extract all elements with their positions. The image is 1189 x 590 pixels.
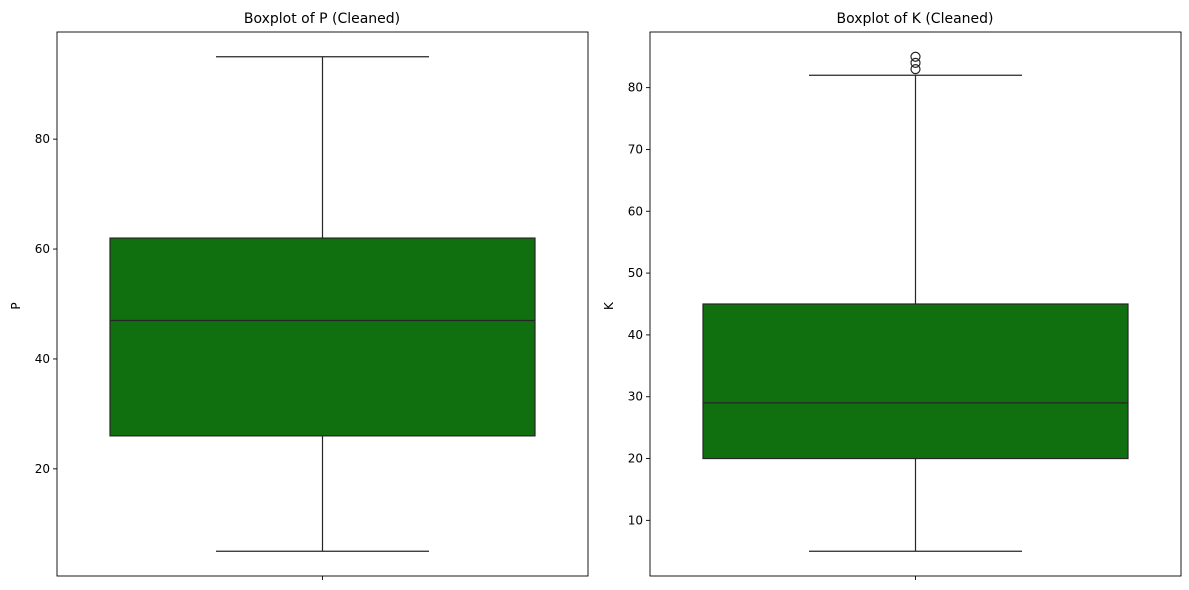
y-tick-label: 60 — [35, 242, 50, 256]
y-tick-label: 60 — [628, 204, 643, 218]
y-tick-label: 80 — [35, 132, 50, 146]
y-tick-label: 40 — [628, 328, 643, 342]
y-tick-label: 20 — [35, 462, 50, 476]
chart-title: Boxplot of P (Cleaned) — [244, 11, 400, 27]
y-axis-label: P — [9, 302, 23, 309]
chart-title: Boxplot of K (Cleaned) — [836, 11, 993, 27]
iqr-box — [109, 237, 536, 437]
y-tick-label: 70 — [628, 142, 643, 156]
outlier-point — [910, 57, 921, 69]
outlier-point — [910, 63, 921, 75]
iqr-box — [702, 303, 1129, 460]
y-axis-label: K — [602, 301, 616, 310]
plot-area: 10 20 30 40 50 60 70 80 — [628, 31, 1182, 580]
plot-area: 20 40 60 80 — [35, 31, 589, 580]
y-tick-label: 80 — [628, 81, 643, 95]
y-tick-label: 30 — [628, 390, 643, 404]
y-tick-label: 10 — [628, 513, 643, 527]
outlier-point — [910, 51, 921, 62]
boxplot-panel-k: Boxplot of K (Cleaned) K 10 20 30 40 50 60 70 8… — [602, 11, 1182, 580]
y-tick-label: 50 — [628, 266, 643, 280]
y-tick-label: 20 — [628, 452, 643, 466]
y-tick-label: 40 — [35, 352, 50, 366]
boxplot-panel-p: Boxplot of P (Cleaned) P 20 40 60 80 — [9, 11, 589, 580]
